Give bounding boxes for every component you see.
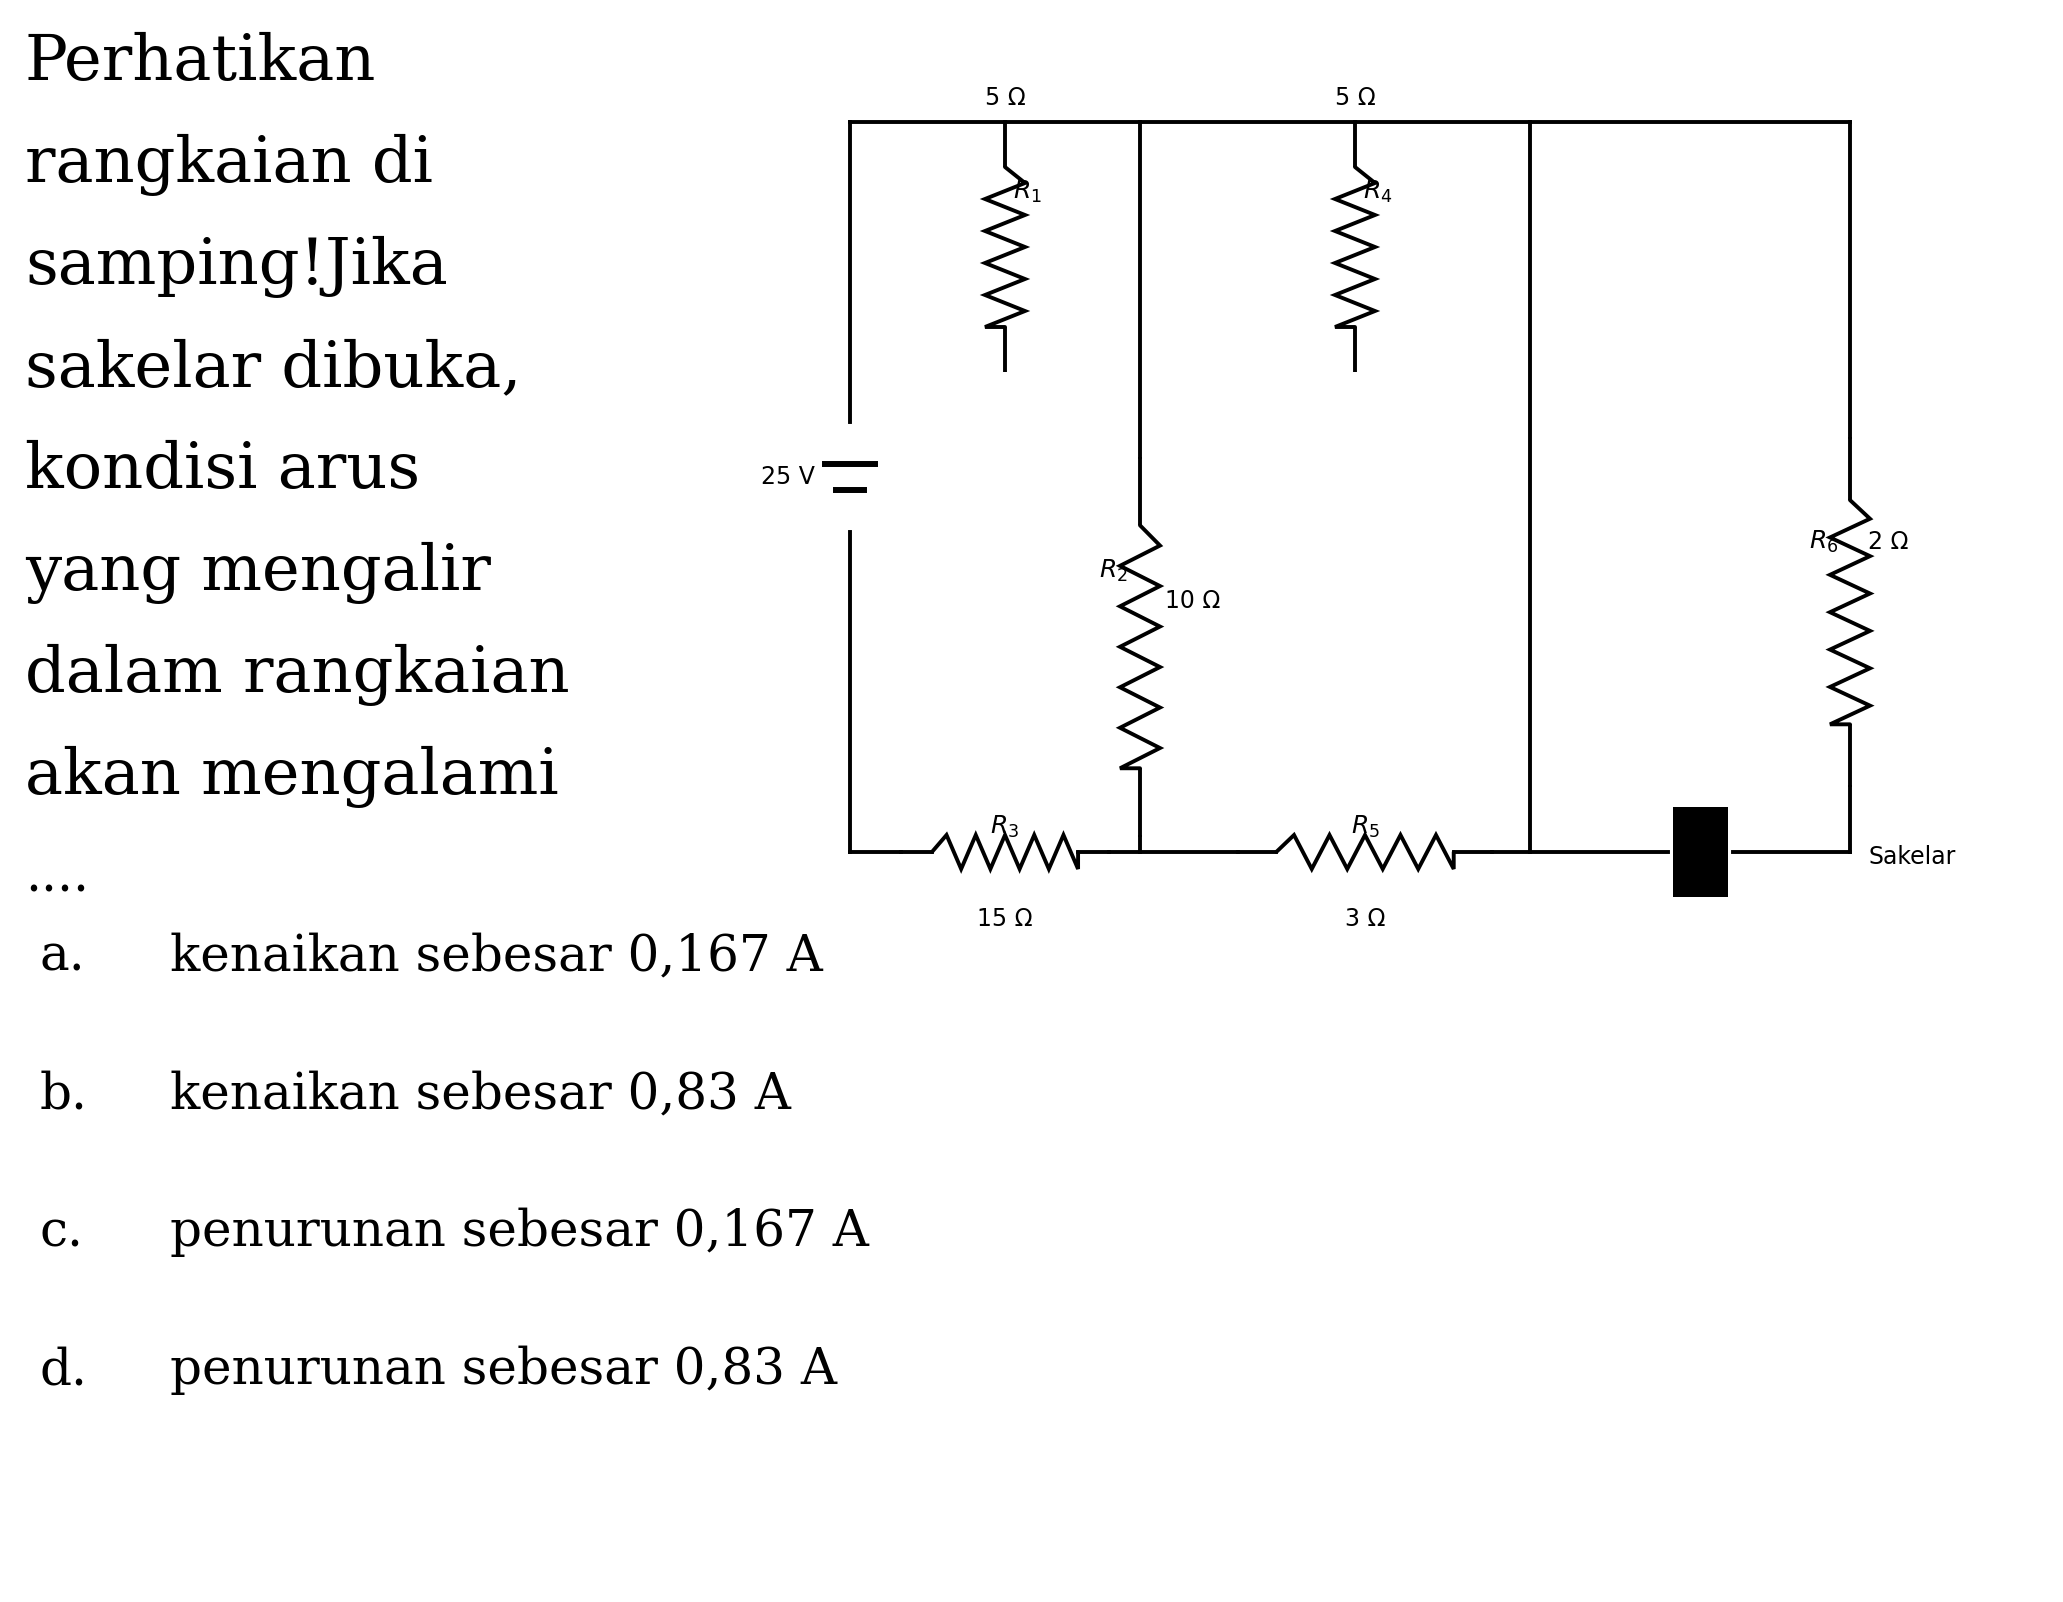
Text: kondisi arus: kondisi arus [25, 441, 421, 501]
Text: 3 Ω: 3 Ω [1345, 907, 1384, 931]
Bar [1673, 807, 1727, 897]
Text: $R_6$: $R_6$ [1809, 529, 1838, 556]
Text: Sakelar: Sakelar [1867, 844, 1956, 868]
Text: dalam rangkaian: dalam rangkaian [25, 644, 569, 706]
Text: kenaikan sebesar 0,167 A: kenaikan sebesar 0,167 A [169, 932, 823, 982]
Text: $R_5$: $R_5$ [1351, 814, 1380, 839]
Text: $R_4$: $R_4$ [1364, 179, 1393, 205]
Text: penurunan sebesar 0,167 A: penurunan sebesar 0,167 A [169, 1208, 869, 1258]
Text: penurunan sebesar 0,83 A: penurunan sebesar 0,83 A [169, 1346, 838, 1395]
Text: kenaikan sebesar 0,83 A: kenaikan sebesar 0,83 A [169, 1070, 790, 1120]
Text: 25 V: 25 V [761, 465, 815, 489]
Text: sakelar dibuka,: sakelar dibuka, [25, 338, 522, 399]
Text: $R_3$: $R_3$ [990, 814, 1019, 839]
Text: 2 Ω: 2 Ω [1867, 530, 1908, 554]
Text: c.: c. [39, 1208, 85, 1258]
Text: 10 Ω: 10 Ω [1166, 590, 1221, 614]
Text: b.: b. [39, 1070, 89, 1120]
Text: 15 Ω: 15 Ω [978, 907, 1034, 931]
Text: ....: .... [25, 852, 89, 902]
Text: a.: a. [39, 932, 87, 982]
Text: 5 Ω: 5 Ω [984, 87, 1025, 111]
Text: rangkaian di: rangkaian di [25, 135, 433, 195]
Text: d.: d. [39, 1346, 89, 1395]
Text: samping!Jika: samping!Jika [25, 235, 448, 298]
Text: akan mengalami: akan mengalami [25, 747, 559, 807]
Text: Perhatikan: Perhatikan [25, 32, 375, 93]
Text: 5 Ω: 5 Ω [1335, 87, 1376, 111]
Text: $R_1$: $R_1$ [1013, 179, 1042, 205]
Text: yang mengalir: yang mengalir [25, 541, 491, 604]
Text: $R_2$: $R_2$ [1100, 557, 1128, 585]
